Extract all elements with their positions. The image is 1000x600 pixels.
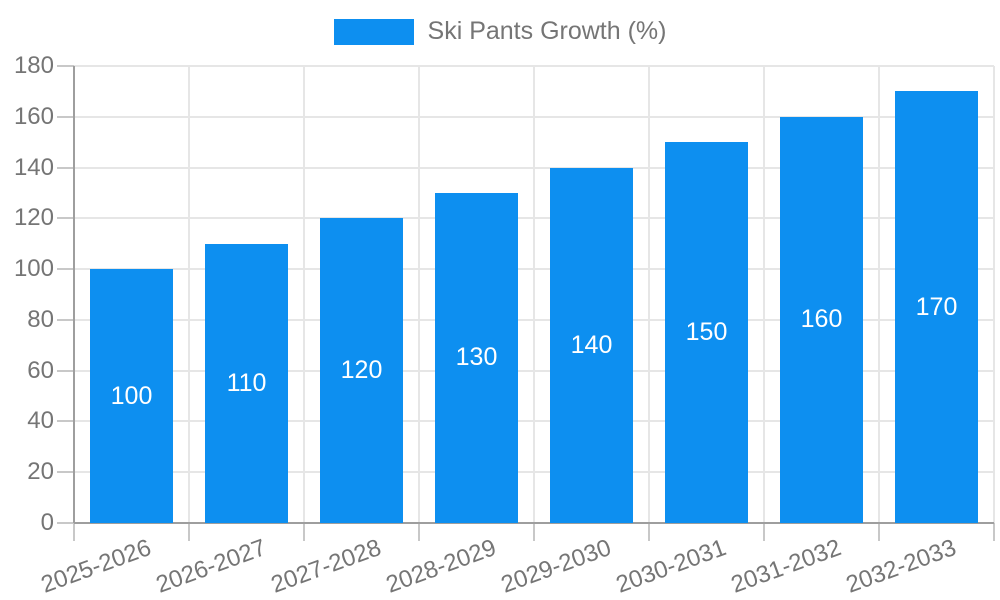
bar-value-label: 140 [570,330,613,359]
legend-swatch [333,18,414,45]
x-axis-tick [533,523,535,541]
x-axis-tick-label: 2025-2026 [37,534,155,599]
bar-value-label: 120 [340,356,383,385]
bar[interactable]: 140 [550,167,633,523]
gridline-v [763,66,765,523]
gridline-v [648,66,650,523]
x-axis-tick [188,523,190,541]
y-axis-tick [57,268,74,271]
gridline-v [188,66,190,523]
bar-value-label: 170 [915,292,958,321]
y-axis-tick-label: 180 [13,52,54,79]
x-axis-tick [878,523,880,541]
y-axis-tick-label: 160 [13,102,54,130]
x-axis-tick [418,523,420,541]
bar[interactable]: 150 [665,142,748,523]
x-axis-line [74,522,994,524]
bar[interactable]: 120 [320,218,403,523]
x-axis-tick-label: 2031-2032 [727,534,845,599]
gridline-v [993,66,995,523]
x-axis-tick [763,523,765,541]
y-axis-tick [57,420,74,423]
bar-value-label: 130 [455,343,498,372]
x-axis-tick [648,523,650,541]
x-axis-tick-label: 2028-2029 [382,534,500,599]
x-axis-tick [303,523,305,541]
bar[interactable]: 170 [895,91,978,523]
gridline-v [533,66,535,523]
y-axis-line [73,66,75,523]
y-axis-tick-label: 100 [13,255,54,283]
bar[interactable]: 110 [205,243,288,523]
legend: Ski Pants Growth (%) [0,17,1000,46]
gridline-v [303,66,305,523]
y-axis-tick [57,65,74,67]
y-axis-tick-label: 0 [40,509,54,536]
bar-value-label: 160 [800,305,843,334]
bar-value-label: 110 [226,368,267,397]
x-axis-tick [73,523,75,541]
bar[interactable]: 100 [90,269,173,523]
x-axis-tick [993,523,995,541]
x-axis-tick-label: 2026-2027 [152,534,270,599]
y-axis-tick-label: 80 [27,305,54,333]
legend-label: Ski Pants Growth (%) [427,17,667,45]
y-axis-tick [57,166,74,169]
y-axis-tick [57,217,74,220]
y-axis-tick [57,522,74,524]
bar-value-label: 150 [685,318,728,347]
x-axis-tick-label: 2029-2030 [497,534,615,599]
y-axis-tick-label: 120 [13,204,54,232]
bar-value-label: 100 [110,381,153,410]
y-axis-tick-label: 60 [27,356,54,384]
x-axis-tick-label: 2030-2031 [612,534,730,599]
gridline-v [418,66,420,523]
bar[interactable]: 130 [435,192,518,523]
y-axis-tick [57,471,74,474]
y-axis-tick-label: 20 [27,458,54,486]
y-axis-tick [57,318,74,321]
y-axis-tick [57,115,74,118]
y-axis-tick [57,369,74,372]
x-axis-tick-label: 2027-2028 [267,534,385,599]
y-axis-tick-label: 40 [27,407,54,435]
x-axis-tick-label: 2032-2033 [842,534,960,599]
bar[interactable]: 160 [780,116,863,523]
gridline-v [878,66,880,523]
y-axis-tick-label: 140 [13,153,54,181]
